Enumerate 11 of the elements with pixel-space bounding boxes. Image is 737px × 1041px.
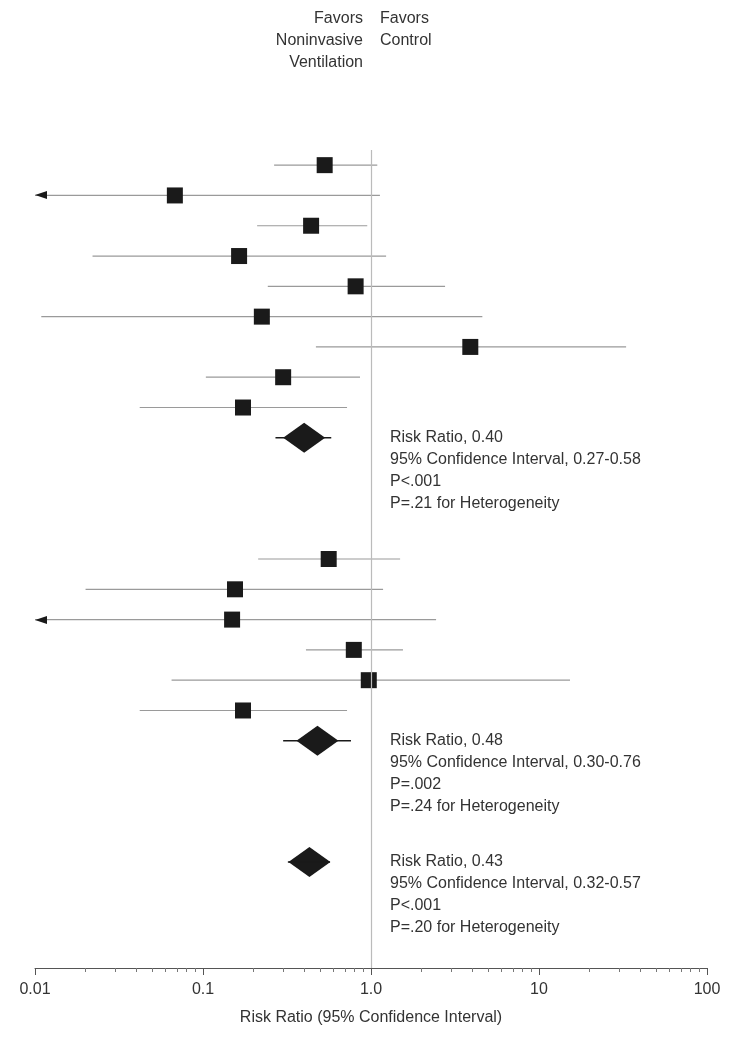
- x-tick-label: 0.1: [191, 979, 215, 997]
- text: Favors Control: [380, 8, 432, 48]
- text: Favors Noninvasive Ventilation: [275, 8, 364, 70]
- x-tick-label: 100: [693, 979, 721, 997]
- x-axis-title: Risk Ratio (95% Confidence Interval): [239, 1007, 503, 1025]
- annotation: Risk Ratio, 0.48 95% Confidence Interval, 0.30-0.76 P=.002 P=.24 for Heterogeneity: [390, 731, 641, 815]
- annotation: Risk Ratio, 0.40 95% Confidence Interval, 0.27-0.58 P<.001 P=.21 for Heterogeneity: [390, 428, 641, 512]
- x-tick-label: 1.0: [359, 979, 383, 997]
- annotation: Risk Ratio, 0.43 95% Confidence Interval, 0.32-0.57 P<.001 P=.20 for Heterogeneity: [390, 852, 641, 936]
- x-tick-label: 10: [530, 979, 548, 997]
- x-tick-label: 0.01: [19, 979, 51, 997]
